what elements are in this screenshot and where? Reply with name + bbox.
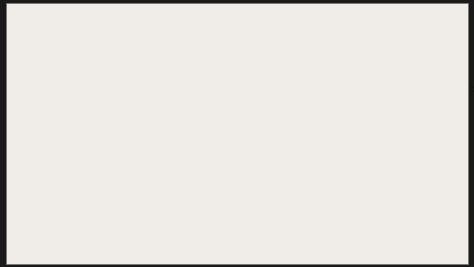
Text: 1)   mixture: 1) mixture (49, 103, 98, 112)
Text: melting point, density, and reaction with an aqueous barium chloride solution. I: melting point, density, and reaction wit… (14, 85, 474, 94)
Circle shape (131, 41, 141, 51)
Text: 13)  A beaker contains both alcohol and water. These liquids can be separated by: 13) A beaker contains both alcohol and w… (14, 116, 459, 125)
Text: Which particle diagram represents a sample containing the compound CO(s)?: Which particle diagram represents a samp… (14, 201, 343, 210)
Text: 11)  Which particle diagram represents one pure substance, only?: 11) Which particle diagram represents on… (14, 25, 300, 34)
Circle shape (65, 60, 77, 71)
Text: ●  =  Atom of carbon: ● = Atom of carbon (75, 193, 164, 202)
Bar (35, 40, 87, 71)
Text: 2)   densities: 2) densities (153, 134, 207, 143)
Circle shape (47, 60, 59, 71)
Bar (203, 40, 255, 71)
Text: bronze is classified as: bronze is classified as (14, 155, 125, 164)
Circle shape (372, 42, 382, 52)
Bar (347, 40, 398, 71)
Circle shape (375, 58, 385, 68)
Circle shape (352, 42, 362, 52)
Circle shape (51, 40, 63, 52)
Circle shape (39, 50, 51, 61)
Text: 3)   solubilities: 3) solubilities (272, 134, 333, 143)
Circle shape (354, 61, 364, 70)
Circle shape (138, 49, 148, 58)
Text: 1)   a mixture: 1) a mixture (49, 164, 106, 173)
Circle shape (146, 58, 156, 68)
Circle shape (364, 51, 374, 61)
Text: 2)   solution: 2) solution (153, 103, 203, 112)
Text: 2): 2) (111, 51, 120, 60)
Circle shape (228, 55, 238, 65)
Circle shape (132, 58, 142, 68)
Bar (71, 175, 152, 197)
Text: 12)  Two solid samples each contain sulfur, oxygen, and sodium, only. These samp: 12) Two solid samples each contain sulfu… (14, 76, 465, 85)
Circle shape (151, 49, 161, 58)
Text: Page 3: Page 3 (425, 17, 454, 26)
Text: two samples are the same: two samples are the same (14, 94, 144, 103)
Text: 4)   particle sizes: 4) particle sizes (381, 134, 452, 143)
Circle shape (40, 43, 46, 49)
Text: O  =  Atom of oxygen: O = Atom of oxygen (75, 185, 165, 194)
Text: 4)   an element: 4) an element (381, 164, 445, 173)
Text: 3)   compound: 3) compound (272, 103, 333, 112)
Text: 2)   a compound: 2) a compound (153, 164, 221, 173)
Text: 1): 1) (23, 51, 32, 60)
Circle shape (210, 43, 220, 53)
Text: 4)   element: 4) element (381, 103, 432, 112)
Text: 14)  Bronze contains 90 to 95 percent copper and 5 to 10 percent tin. Because th: 14) Bronze contains 90 to 95 percent cop… (14, 146, 469, 155)
Text: KEY:: KEY: (75, 178, 95, 187)
Circle shape (145, 40, 155, 50)
Circle shape (210, 55, 220, 65)
Text: liquids have different: liquids have different (14, 125, 123, 134)
Text: 3): 3) (195, 51, 204, 60)
Circle shape (228, 43, 238, 53)
Text: 3)   a substance: 3) a substance (272, 164, 339, 173)
Text: 1)   boiling points: 1) boiling points (49, 134, 122, 143)
Circle shape (58, 53, 64, 58)
Text: 4): 4) (331, 51, 340, 60)
Circle shape (67, 40, 79, 52)
Circle shape (219, 61, 229, 71)
Text: 15)  Given the key:: 15) Given the key: (14, 177, 94, 186)
Bar (122, 40, 173, 71)
